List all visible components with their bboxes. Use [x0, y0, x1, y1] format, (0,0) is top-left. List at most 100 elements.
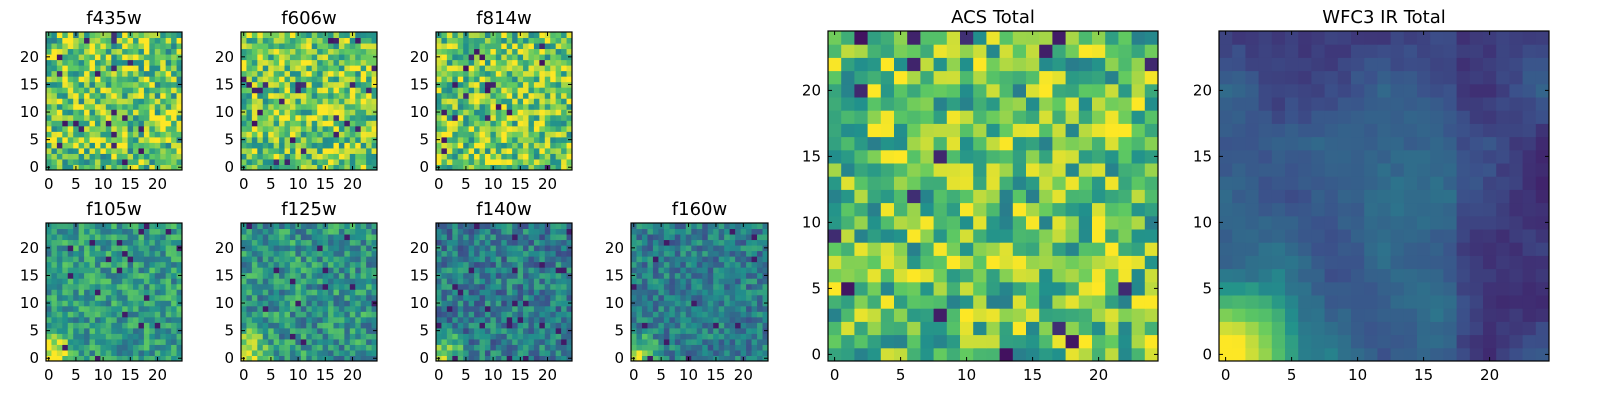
heatmap-cell	[746, 350, 752, 356]
heatmap-cell	[355, 328, 361, 334]
heatmap-cell	[469, 65, 475, 71]
heatmap-cell	[295, 115, 301, 121]
heatmap-cell	[166, 65, 172, 71]
heatmap-cell	[295, 240, 301, 246]
heatmap-cell	[51, 115, 57, 121]
heatmap-cell	[658, 317, 664, 323]
heatmap-cell	[469, 333, 475, 339]
heatmap-cell	[691, 306, 697, 312]
heatmap-cell	[642, 229, 648, 235]
heatmap-cell	[1118, 216, 1132, 230]
heatmap-cell	[523, 234, 529, 240]
heatmap-cell	[441, 76, 447, 82]
heatmap-cell	[458, 43, 464, 49]
heatmap-cell	[128, 159, 134, 165]
heatmap-cell	[507, 54, 513, 60]
heatmap-cell	[708, 295, 714, 301]
heatmap-cell	[290, 87, 296, 93]
heatmap-cell	[166, 104, 172, 110]
heatmap-cell	[496, 126, 502, 132]
heatmap-cell	[246, 43, 252, 49]
heatmap-cell	[295, 43, 301, 49]
heatmap-cell	[339, 131, 345, 137]
heatmap-cell	[257, 115, 263, 121]
heatmap-cell	[752, 317, 758, 323]
heatmap-cell	[339, 251, 345, 257]
heatmap-cell	[312, 60, 318, 66]
heatmap-cell	[339, 49, 345, 55]
heatmap-cell	[274, 295, 280, 301]
heatmap-cell	[252, 273, 258, 279]
heatmap-cell	[480, 142, 486, 148]
heatmap-cell	[539, 93, 545, 99]
heatmap-cell	[501, 93, 507, 99]
heatmap-cell	[1132, 348, 1146, 362]
heatmap-cell	[545, 339, 551, 345]
heatmap-cell	[480, 98, 486, 104]
heatmap-cell	[452, 267, 458, 273]
heatmap-cell	[361, 65, 367, 71]
heatmap-cell	[344, 32, 350, 38]
heatmap-cell	[741, 289, 747, 295]
heatmap-cell	[295, 87, 301, 93]
heatmap-cell	[534, 87, 540, 93]
heatmap-cell	[350, 148, 356, 154]
heatmap-cell	[122, 87, 128, 93]
heatmap-cell	[295, 142, 301, 148]
heatmap-cell	[268, 71, 274, 77]
heatmap-cell	[317, 137, 323, 143]
heatmap-cell	[752, 273, 758, 279]
heatmap-cell	[328, 82, 334, 88]
heatmap-cell	[46, 317, 52, 323]
heatmap-cell	[507, 60, 513, 66]
heatmap-cell	[171, 126, 177, 132]
heatmap-cell	[106, 267, 112, 273]
heatmap-cell	[79, 278, 85, 284]
heatmap-cell	[117, 120, 123, 126]
heatmap-cell	[1026, 163, 1040, 177]
heatmap-cell	[366, 350, 372, 356]
heatmap-cell	[361, 142, 367, 148]
heatmap-cell	[501, 344, 507, 350]
heatmap-cell	[361, 311, 367, 317]
heatmap-cell	[1105, 308, 1119, 322]
heatmap-cell	[51, 38, 57, 44]
heatmap-cell	[441, 311, 447, 317]
heatmap-cell	[934, 242, 948, 256]
x-tick-label: 5	[71, 175, 81, 193]
heatmap-cell	[155, 273, 161, 279]
heatmap-cell	[474, 328, 480, 334]
heatmap-cell	[323, 267, 329, 273]
heatmap-cell	[84, 115, 90, 121]
heatmap-cell	[452, 38, 458, 44]
heatmap-cell	[133, 93, 139, 99]
heatmap-cell	[1105, 321, 1119, 335]
heatmap-cell	[84, 289, 90, 295]
heatmap-cell	[100, 142, 106, 148]
heatmap-cell	[90, 137, 96, 143]
heatmap-cell	[550, 262, 556, 268]
heatmap-cell	[144, 223, 150, 229]
heatmap-cell	[274, 137, 280, 143]
y-tick-label: 5	[614, 322, 624, 340]
heatmap-cell	[295, 38, 301, 44]
heatmap-cell	[344, 289, 350, 295]
heatmap-cell	[323, 344, 329, 350]
heatmap-cell	[757, 262, 763, 268]
heatmap-cell	[669, 251, 675, 257]
heatmap-cell	[241, 284, 247, 290]
x-tick-label: 20	[148, 366, 167, 384]
heatmap-cell	[735, 284, 741, 290]
heatmap-cell	[735, 350, 741, 356]
heatmap-cell	[57, 159, 63, 165]
heatmap-cell	[90, 262, 96, 268]
heatmap-cell	[523, 251, 529, 257]
heatmap-cell	[241, 278, 247, 284]
heatmap-cell	[920, 216, 934, 230]
heatmap-cell	[361, 126, 367, 132]
heatmap-cell	[257, 229, 263, 235]
y-tick-label: 20	[215, 239, 234, 257]
heatmap-cell	[312, 295, 318, 301]
heatmap-cell	[117, 126, 123, 132]
heatmap-cell	[166, 306, 172, 312]
